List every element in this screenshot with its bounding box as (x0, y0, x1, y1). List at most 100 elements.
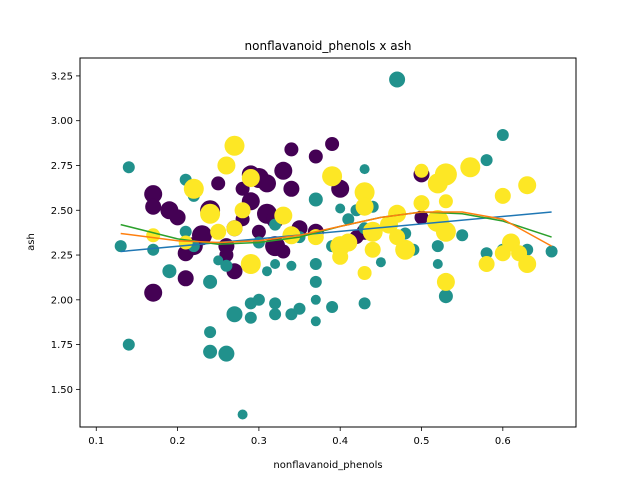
data-point-25 (274, 161, 293, 180)
data-point-37 (414, 210, 429, 225)
data-point-59 (252, 293, 265, 306)
data-point-115 (354, 182, 375, 203)
x-tick-label-5: 0.6 (495, 436, 511, 447)
data-point-89 (438, 289, 453, 304)
data-point-133 (478, 256, 495, 272)
y-tick-label-1: 1.75 (51, 340, 73, 351)
data-point-103 (224, 135, 245, 156)
data-point-108 (274, 206, 293, 225)
data-point-113 (332, 248, 349, 265)
data-point-114 (339, 233, 358, 252)
data-point-97 (146, 228, 161, 243)
data-point-4 (169, 209, 186, 226)
data-point-64 (269, 308, 282, 321)
data-point-116 (355, 197, 374, 216)
data-point-20 (251, 224, 266, 239)
data-point-51 (220, 259, 233, 272)
data-point-98 (178, 235, 193, 250)
data-point-83 (375, 257, 386, 268)
data-point-22 (258, 174, 276, 193)
data-point-12 (219, 248, 234, 262)
data-point-92 (480, 247, 493, 260)
data-point-75 (326, 301, 339, 313)
y-axis-label: ash (26, 233, 37, 251)
data-point-118 (362, 221, 383, 242)
data-point-27 (284, 142, 299, 157)
y-tick-label-4: 2.50 (51, 206, 73, 217)
data-point-88 (431, 240, 444, 253)
y-tick-label-2: 2.00 (51, 295, 73, 306)
data-point-8 (192, 225, 212, 246)
data-point-41 (147, 243, 160, 256)
data-point-90 (456, 229, 469, 242)
data-point-60 (262, 266, 272, 277)
data-point-105 (234, 202, 251, 219)
data-point-49 (203, 344, 218, 359)
data-point-84 (389, 71, 406, 88)
data-point-2 (144, 283, 163, 302)
data-point-10 (211, 176, 226, 191)
data-point-100 (200, 203, 221, 224)
fit-line-0 (120, 211, 552, 253)
data-point-67 (293, 302, 306, 315)
data-point-129 (438, 194, 453, 209)
data-point-106 (241, 169, 260, 187)
fit-lines (120, 211, 552, 253)
data-point-28 (283, 180, 300, 197)
data-point-130 (435, 221, 456, 242)
data-point-138 (518, 176, 537, 195)
data-point-72 (310, 294, 321, 305)
data-point-54 (226, 306, 243, 323)
x-tick-label-4: 0.5 (414, 436, 430, 447)
data-point-55 (237, 409, 248, 420)
data-point-44 (179, 225, 192, 238)
data-point-6 (177, 270, 194, 287)
scatter-points (114, 71, 558, 420)
data-point-125 (413, 195, 430, 212)
data-point-42 (162, 264, 177, 279)
data-point-47 (203, 274, 218, 289)
data-point-69 (308, 192, 323, 207)
data-point-62 (270, 259, 281, 269)
data-point-87 (432, 259, 443, 269)
data-point-52 (218, 345, 235, 362)
data-point-117 (357, 266, 372, 280)
data-point-70 (309, 258, 322, 270)
data-point-48 (204, 326, 217, 339)
x-axis-label: nonflavanoid_phenols (273, 460, 382, 471)
data-point-77 (342, 213, 355, 226)
data-point-119 (364, 241, 381, 258)
data-point-1 (145, 198, 162, 215)
data-point-101 (210, 223, 227, 240)
data-point-99 (183, 178, 204, 199)
data-point-65 (286, 260, 297, 271)
data-point-128 (434, 163, 457, 186)
data-point-131 (436, 272, 455, 291)
x-axis-ticks: 0.1 0.2 0.3 0.4 0.5 0.6 (88, 427, 511, 447)
data-point-32 (325, 137, 340, 151)
data-point-132 (460, 157, 481, 178)
data-point-63 (269, 297, 282, 310)
x-tick-label-3: 0.4 (332, 436, 348, 447)
data-point-39 (122, 161, 135, 174)
data-point-107 (240, 254, 261, 274)
data-point-50 (213, 255, 224, 266)
data-point-76 (335, 203, 346, 214)
fit-line-2 (120, 211, 552, 247)
x-tick-label-0: 0.1 (88, 436, 104, 447)
data-point-139 (518, 255, 537, 273)
data-point-134 (494, 187, 511, 204)
data-point-0 (144, 185, 163, 204)
y-tick-label-5: 2.75 (51, 161, 73, 172)
y-axis-ticks: 1.50 1.75 2.00 2.25 2.50 2.75 3.00 3.25 (51, 71, 80, 396)
data-point-38 (114, 240, 127, 253)
data-point-73 (310, 316, 321, 327)
data-point-71 (309, 275, 322, 288)
plot-frame (79, 57, 577, 428)
data-point-102 (217, 156, 236, 175)
y-tick-label-6: 3.00 (51, 116, 73, 127)
data-point-30 (308, 149, 323, 164)
data-point-79 (359, 164, 370, 175)
y-tick-label-0: 1.50 (51, 385, 73, 396)
